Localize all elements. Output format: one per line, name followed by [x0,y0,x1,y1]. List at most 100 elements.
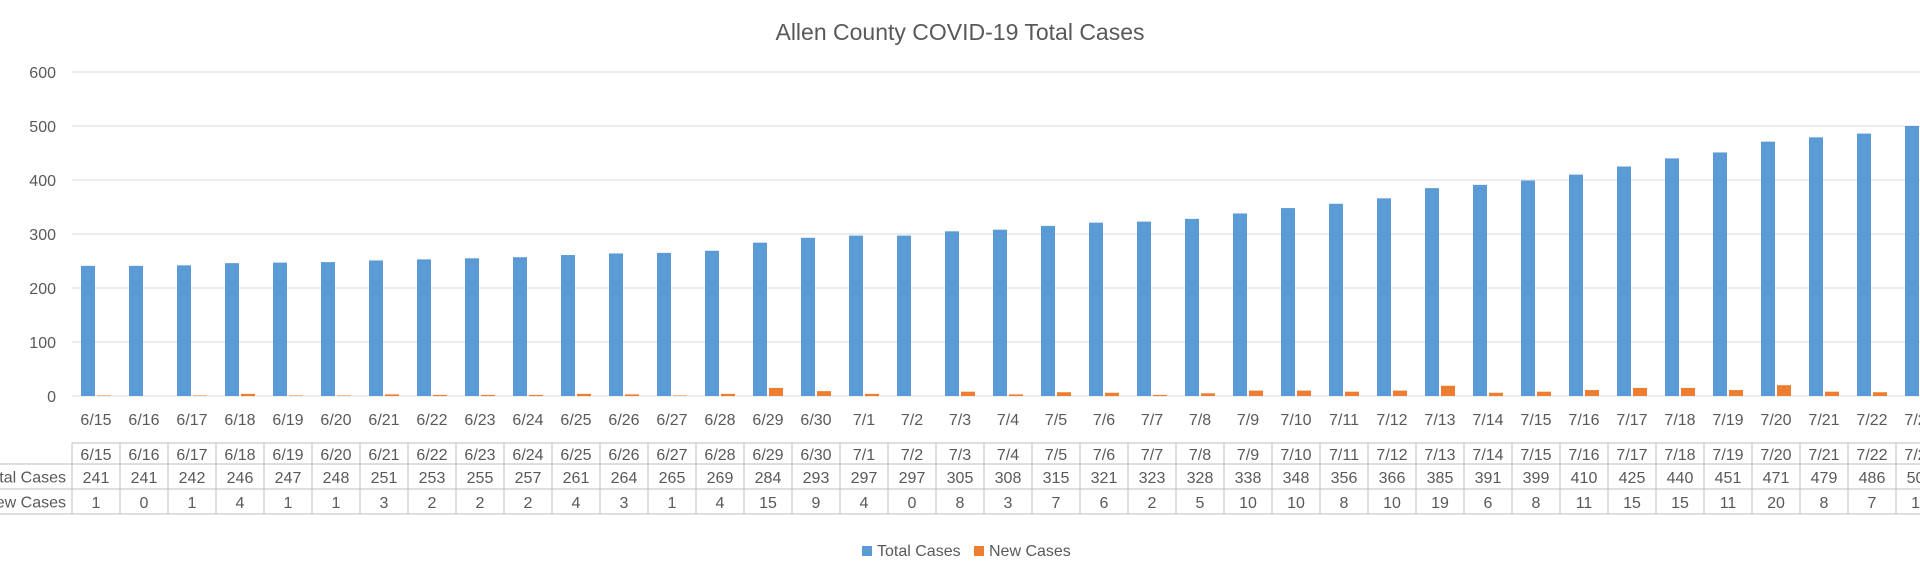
table-cell-new-cases: 14 [1911,495,1920,512]
table-header-cell: 6/18 [224,447,255,464]
bar-total-cases [801,237,815,396]
bar-total-cases [1905,126,1919,396]
bar-new-cases [1489,392,1503,396]
table-cell-total-cases: 500 [1907,470,1920,487]
table-cell-total-cases: 410 [1571,470,1598,487]
table-cell-new-cases: 2 [476,495,485,512]
x-tick-label: 7/18 [1664,412,1695,429]
table-header-cell: 7/21 [1808,447,1839,464]
x-tick-label: 6/18 [224,412,255,429]
bar-new-cases [1681,387,1695,396]
table-header-cell: 7/16 [1568,447,1599,464]
bar-total-cases [1377,198,1391,396]
table-header-cell: 6/20 [320,447,351,464]
bar-total-cases [321,262,335,396]
bar-new-cases [1297,390,1311,396]
x-tick-label: 7/19 [1712,412,1743,429]
table-cell-total-cases: 257 [515,470,542,487]
table-row-label: New Cases [0,495,66,512]
x-tick-label: 6/29 [752,412,783,429]
table-cell-total-cases: 253 [419,470,446,487]
bar-new-cases [865,393,879,396]
table-cell-total-cases: 321 [1091,470,1118,487]
table-cell-total-cases: 305 [947,470,974,487]
bar-total-cases [1569,174,1583,396]
table-header-cell: 6/22 [416,447,447,464]
bar-total-cases [177,265,191,396]
legend-label: Total Cases [877,543,961,560]
table-header-cell: 6/16 [128,447,159,464]
table-header-cell: 6/24 [512,447,543,464]
table-cell-total-cases: 451 [1715,470,1742,487]
table-cell-new-cases: 9 [812,495,821,512]
table-header-cell: 7/4 [997,447,1019,464]
x-tick-label: 6/26 [608,412,639,429]
table-header-cell: 6/23 [464,447,495,464]
bar-total-cases [1713,152,1727,396]
x-tick-label: 7/6 [1093,412,1115,429]
table-cell-total-cases: 315 [1043,470,1070,487]
bar-new-cases [1585,390,1599,396]
x-tick-label: 7/14 [1472,412,1503,429]
bar-total-cases [609,253,623,396]
y-axis-tick-labels: 0 100 200 300 400 500 600 [29,65,56,406]
table-header-cell: 7/17 [1616,447,1647,464]
table-header-cell: 6/27 [656,447,687,464]
table-cell-new-cases: 1 [668,495,677,512]
table-cell-total-cases: 248 [323,470,350,487]
table-cell-total-cases: 328 [1187,470,1214,487]
y-tick-label: 100 [29,335,56,352]
table-header-cell: 7/23 [1904,447,1920,464]
table-cell-total-cases: 269 [707,470,734,487]
table-cell-new-cases: 0 [140,495,149,512]
bar-new-cases [1201,393,1215,396]
table-cell-new-cases: 20 [1767,495,1785,512]
x-tick-label: 7/12 [1376,412,1407,429]
bar-total-cases [1761,141,1775,396]
bar-new-cases [1441,385,1455,396]
y-tick-label: 400 [29,173,56,190]
table-cell-total-cases: 241 [83,470,110,487]
table-cell-total-cases: 251 [371,470,398,487]
table-cell-new-cases: 15 [1623,495,1641,512]
table-header-cell: 7/6 [1093,447,1115,464]
x-tick-label: 7/4 [997,412,1019,429]
bar-new-cases [241,393,255,396]
x-tick-label: 7/5 [1045,412,1067,429]
table-cell-total-cases: 425 [1619,470,1646,487]
table-cell-total-cases: 366 [1379,470,1406,487]
table-cell-new-cases: 10 [1239,495,1257,512]
x-tick-label: 7/10 [1280,412,1311,429]
x-tick-label: 6/20 [320,412,351,429]
x-axis-tick-labels: 6/15 6/16 6/17 6/18 6/19 6/20 6/21 6/22 6/23 6/24… [80,412,1920,429]
bar-new-cases [1777,385,1791,396]
x-tick-label: 7/3 [949,412,971,429]
bar-total-cases [81,265,95,396]
table-cell-new-cases: 11 [1720,495,1737,512]
bar-total-cases [1521,180,1535,396]
table-cell-total-cases: 261 [563,470,590,487]
table-row-label: Total Cases [0,470,66,487]
y-tick-label: 0 [47,389,56,406]
table-cell-new-cases: 6 [1484,495,1493,512]
bar-total-cases [561,255,575,396]
table-cell-total-cases: 399 [1523,470,1550,487]
y-tick-label: 300 [29,227,56,244]
bar-total-cases [993,229,1007,396]
table-cell-total-cases: 348 [1283,470,1310,487]
table-header-cell: 7/20 [1760,447,1791,464]
x-tick-label: 6/25 [560,412,591,429]
x-tick-label: 7/21 [1808,412,1839,429]
table-cell-new-cases: 4 [572,495,581,512]
table-header-cell: 7/14 [1472,447,1503,464]
table-header-cell: 6/28 [704,447,735,464]
table-cell-new-cases: 4 [236,495,245,512]
bar-new-cases [1537,391,1551,396]
bar-total-cases [1665,158,1679,396]
x-tick-label: 7/20 [1760,412,1791,429]
table-cell-total-cases: 323 [1139,470,1166,487]
bar-new-cases [1345,391,1359,396]
x-tick-label: 6/15 [80,412,111,429]
table-cell-new-cases: 4 [716,495,725,512]
